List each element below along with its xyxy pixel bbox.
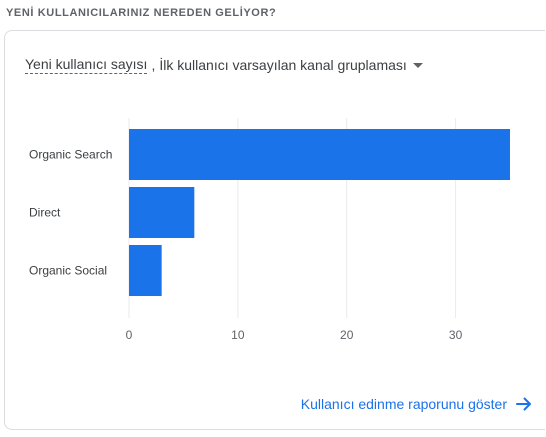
selector-separator: ,	[151, 57, 156, 73]
arrow-right-icon[interactable]	[516, 397, 532, 411]
section-title: YENİ KULLANICILARINIZ NEREDEN GELİYOR?	[6, 7, 277, 19]
x-tick-label: 20	[340, 328, 354, 342]
dimension-selector[interactable]: İlk kullanıcı varsayılan kanal gruplamas…	[159, 57, 407, 73]
bar	[129, 187, 195, 238]
bar	[129, 129, 510, 180]
caret-down-icon[interactable]	[412, 62, 423, 68]
bar	[129, 245, 162, 296]
x-tick-label: 10	[231, 328, 245, 342]
acquisition-report-link-label[interactable]: Kullanıcı edinme raporunu göster	[300, 396, 507, 412]
metric-selector[interactable]: Yeni kullanıcı sayısı	[25, 56, 148, 74]
x-tick-label: 30	[449, 328, 463, 342]
category-label: Organic Search	[29, 148, 112, 162]
x-tick-label: 0	[126, 328, 133, 342]
acquisition-report-link[interactable]: Kullanıcı edinme raporunu göster	[301, 396, 532, 412]
chart-card	[4, 30, 545, 430]
metric-dimension-selector[interactable]: Yeni kullanıcı sayısı , İlk kullanıcı va…	[25, 56, 423, 74]
category-label: Direct	[29, 206, 61, 220]
category-label: Organic Social	[29, 264, 107, 278]
